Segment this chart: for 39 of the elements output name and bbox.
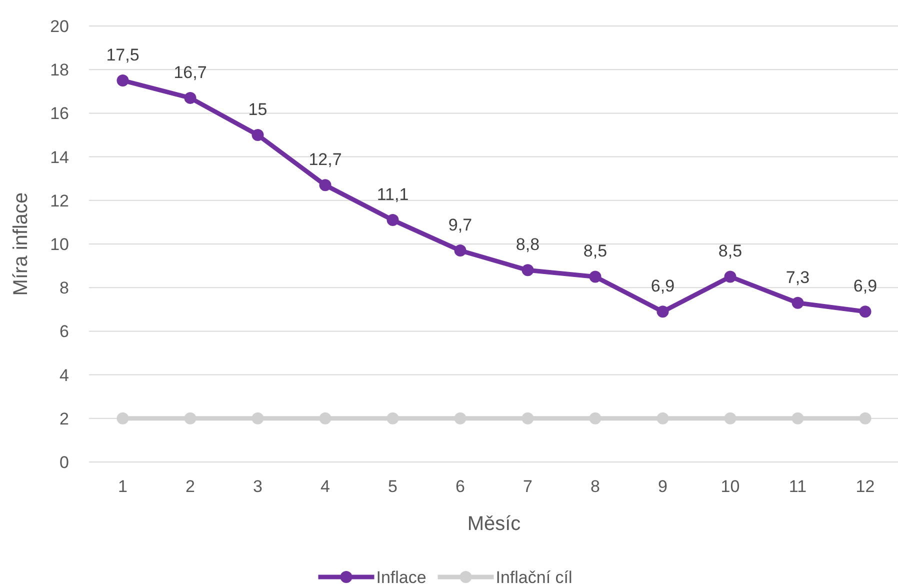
y-tick-label: 2 [60, 409, 69, 428]
y-tick-label: 4 [60, 366, 69, 385]
x-tick-label: 3 [253, 477, 262, 496]
data-label: 8,8 [516, 235, 540, 254]
x-tick-label: 7 [523, 477, 532, 496]
x-tick-label: 2 [186, 477, 195, 496]
x-tick-label: 5 [388, 477, 398, 496]
y-tick-label: 18 [50, 60, 69, 80]
legend-label: Inflace [376, 568, 426, 586]
y-tick-label: 14 [50, 148, 69, 167]
y-tick-label: 16 [50, 104, 69, 124]
y-tick-label: 12 [50, 191, 69, 210]
data-label: 8,5 [718, 242, 742, 261]
y-tick-label: 10 [50, 234, 69, 254]
data-label: 16,7 [174, 62, 207, 82]
data-label: 11,1 [376, 185, 409, 204]
legend-label: Inflační cíl [496, 568, 572, 586]
x-tick-label: 8 [590, 477, 600, 496]
x-tick-label: 4 [320, 477, 330, 496]
x-axis-title: Měsíc [467, 513, 521, 535]
y-tick-label: 20 [50, 16, 69, 36]
x-tick-label: 1 [118, 477, 128, 496]
x-tick-label: 9 [658, 477, 668, 496]
x-tick-label: 10 [720, 477, 740, 496]
data-label: 6,9 [650, 276, 675, 296]
y-axis-title: Míra inflace [10, 192, 32, 296]
x-tick-label: 12 [856, 477, 875, 496]
x-tick-label: 11 [788, 477, 807, 496]
y-tick-label: 8 [60, 278, 69, 298]
data-label: 15 [248, 100, 268, 119]
x-tick-label: 6 [456, 477, 465, 496]
data-label: 12,7 [308, 150, 342, 170]
y-tick-label: 0 [60, 452, 69, 472]
data-label: 7,3 [786, 268, 810, 287]
data-label: 17,5 [106, 46, 140, 64]
data-label: 8,5 [583, 242, 608, 261]
data-label: 6,9 [853, 276, 878, 296]
y-tick-label: 6 [60, 322, 69, 342]
data-label: 9,7 [448, 216, 472, 235]
